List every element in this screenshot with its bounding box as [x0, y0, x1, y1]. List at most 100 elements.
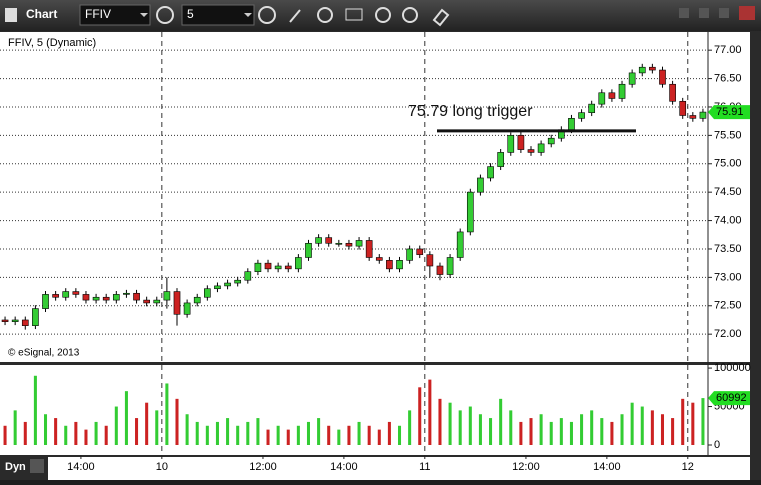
- candle-body: [21, 319, 29, 326]
- volume-bar: [84, 429, 88, 445]
- volume-bar: [23, 421, 27, 445]
- candle-body: [355, 240, 363, 247]
- candle-body: [345, 242, 353, 247]
- interval-input[interactable]: 5: [187, 7, 194, 21]
- volume-bar: [448, 402, 452, 445]
- candle-body: [82, 294, 90, 301]
- clock-icon[interactable]: [258, 6, 276, 24]
- candle-body: [123, 292, 130, 295]
- y-tick-label: 74.50: [714, 186, 742, 198]
- candle-body: [224, 282, 231, 287]
- minimize-button[interactable]: [679, 8, 689, 18]
- volume-bar: [489, 418, 493, 445]
- volume-bar: [155, 410, 159, 445]
- volume-bar: [630, 402, 634, 445]
- annotation: 75.79 long trigger: [408, 103, 533, 120]
- maximize-button[interactable]: [719, 8, 729, 18]
- x-tick-label: 12: [682, 461, 694, 473]
- volume-bar: [458, 410, 462, 445]
- time-axis: [0, 457, 750, 480]
- candle-body: [254, 262, 262, 272]
- x-tick-label: 14:00: [67, 461, 95, 473]
- volume-bar: [539, 414, 543, 445]
- volume-bar: [175, 398, 179, 445]
- candle-body: [669, 83, 676, 102]
- candle-body: [204, 288, 211, 298]
- candle-body: [62, 291, 70, 298]
- candle-body: [638, 66, 646, 74]
- candle-body: [628, 72, 636, 85]
- volume-tag: [708, 391, 750, 406]
- y-tick-label: 72.50: [714, 300, 742, 312]
- volume-bar: [428, 379, 432, 445]
- window-title: Chart: [26, 7, 57, 21]
- dropdown-arrow[interactable]: [244, 13, 252, 17]
- volume-bar: [124, 391, 128, 445]
- x-tick-label: 11: [419, 461, 430, 473]
- volume-bar: [478, 414, 482, 445]
- interval-box[interactable]: [181, 4, 255, 26]
- symbol-input[interactable]: FFIV: [85, 7, 111, 21]
- draw-icon[interactable]: [289, 9, 301, 23]
- volume-bar: [660, 414, 665, 445]
- candle-body: [436, 265, 444, 275]
- candle-body: [244, 271, 252, 281]
- erase-icon[interactable]: [432, 8, 450, 27]
- volume-bar: [54, 418, 58, 445]
- candle-body: [547, 137, 555, 145]
- candle-body: [699, 111, 707, 119]
- candle-body: [477, 177, 484, 193]
- candle-body: [466, 191, 474, 233]
- price-tag: [708, 105, 750, 120]
- lock-icon[interactable]: [30, 459, 44, 473]
- volume-bar: [3, 425, 7, 445]
- candle-body: [537, 143, 545, 153]
- volume-bar: [276, 425, 280, 445]
- mode-label[interactable]: Dyn: [5, 461, 26, 473]
- volume-bar: [306, 421, 311, 445]
- volume-tick-label: 100000: [714, 362, 751, 374]
- volume-bar: [610, 421, 614, 445]
- volume-bar: [286, 429, 290, 445]
- volume-bar: [701, 398, 705, 445]
- y-tick-label: 74.00: [714, 214, 742, 226]
- volume-panel: [0, 365, 750, 455]
- settings-icon[interactable]: [156, 6, 174, 24]
- candle-body: [386, 260, 393, 270]
- volume-bar: [195, 421, 199, 445]
- y-tick-label: 75.00: [714, 158, 742, 170]
- candle-body: [153, 299, 161, 304]
- y-tick-label: 73.50: [714, 243, 742, 255]
- price-tag-label: 75.91: [716, 106, 744, 118]
- volume-bar: [74, 421, 78, 445]
- candle-body: [143, 299, 150, 304]
- menu-icon[interactable]: [345, 8, 363, 21]
- alert-icon[interactable]: [402, 7, 418, 23]
- candle-body: [406, 248, 413, 261]
- volume-bar: [236, 425, 240, 445]
- price-panel: [0, 32, 750, 362]
- y-tick-label: 73.00: [714, 271, 742, 283]
- y-tick-label: 77.00: [714, 44, 742, 56]
- close-button[interactable]: [739, 6, 755, 20]
- volume-bar: [529, 418, 533, 445]
- volume-bar: [114, 406, 118, 445]
- play-icon[interactable]: [375, 7, 391, 23]
- volume-bar: [650, 410, 654, 445]
- candle-body: [214, 285, 221, 290]
- symbol-box[interactable]: [79, 4, 151, 26]
- window-icon: [5, 8, 17, 22]
- volume-bar: [620, 414, 624, 445]
- volume-bar: [296, 425, 300, 445]
- volume-bar: [590, 410, 594, 445]
- dropdown-arrow[interactable]: [140, 13, 148, 17]
- refresh-icon[interactable]: [317, 7, 333, 23]
- x-tick-label: 12:00: [512, 461, 540, 473]
- restore-button[interactable]: [699, 8, 709, 18]
- candle-body: [112, 294, 120, 301]
- candle-body: [183, 302, 191, 315]
- volume-bar: [499, 398, 503, 445]
- volume-bar: [387, 421, 391, 445]
- volume-bar: [135, 418, 139, 445]
